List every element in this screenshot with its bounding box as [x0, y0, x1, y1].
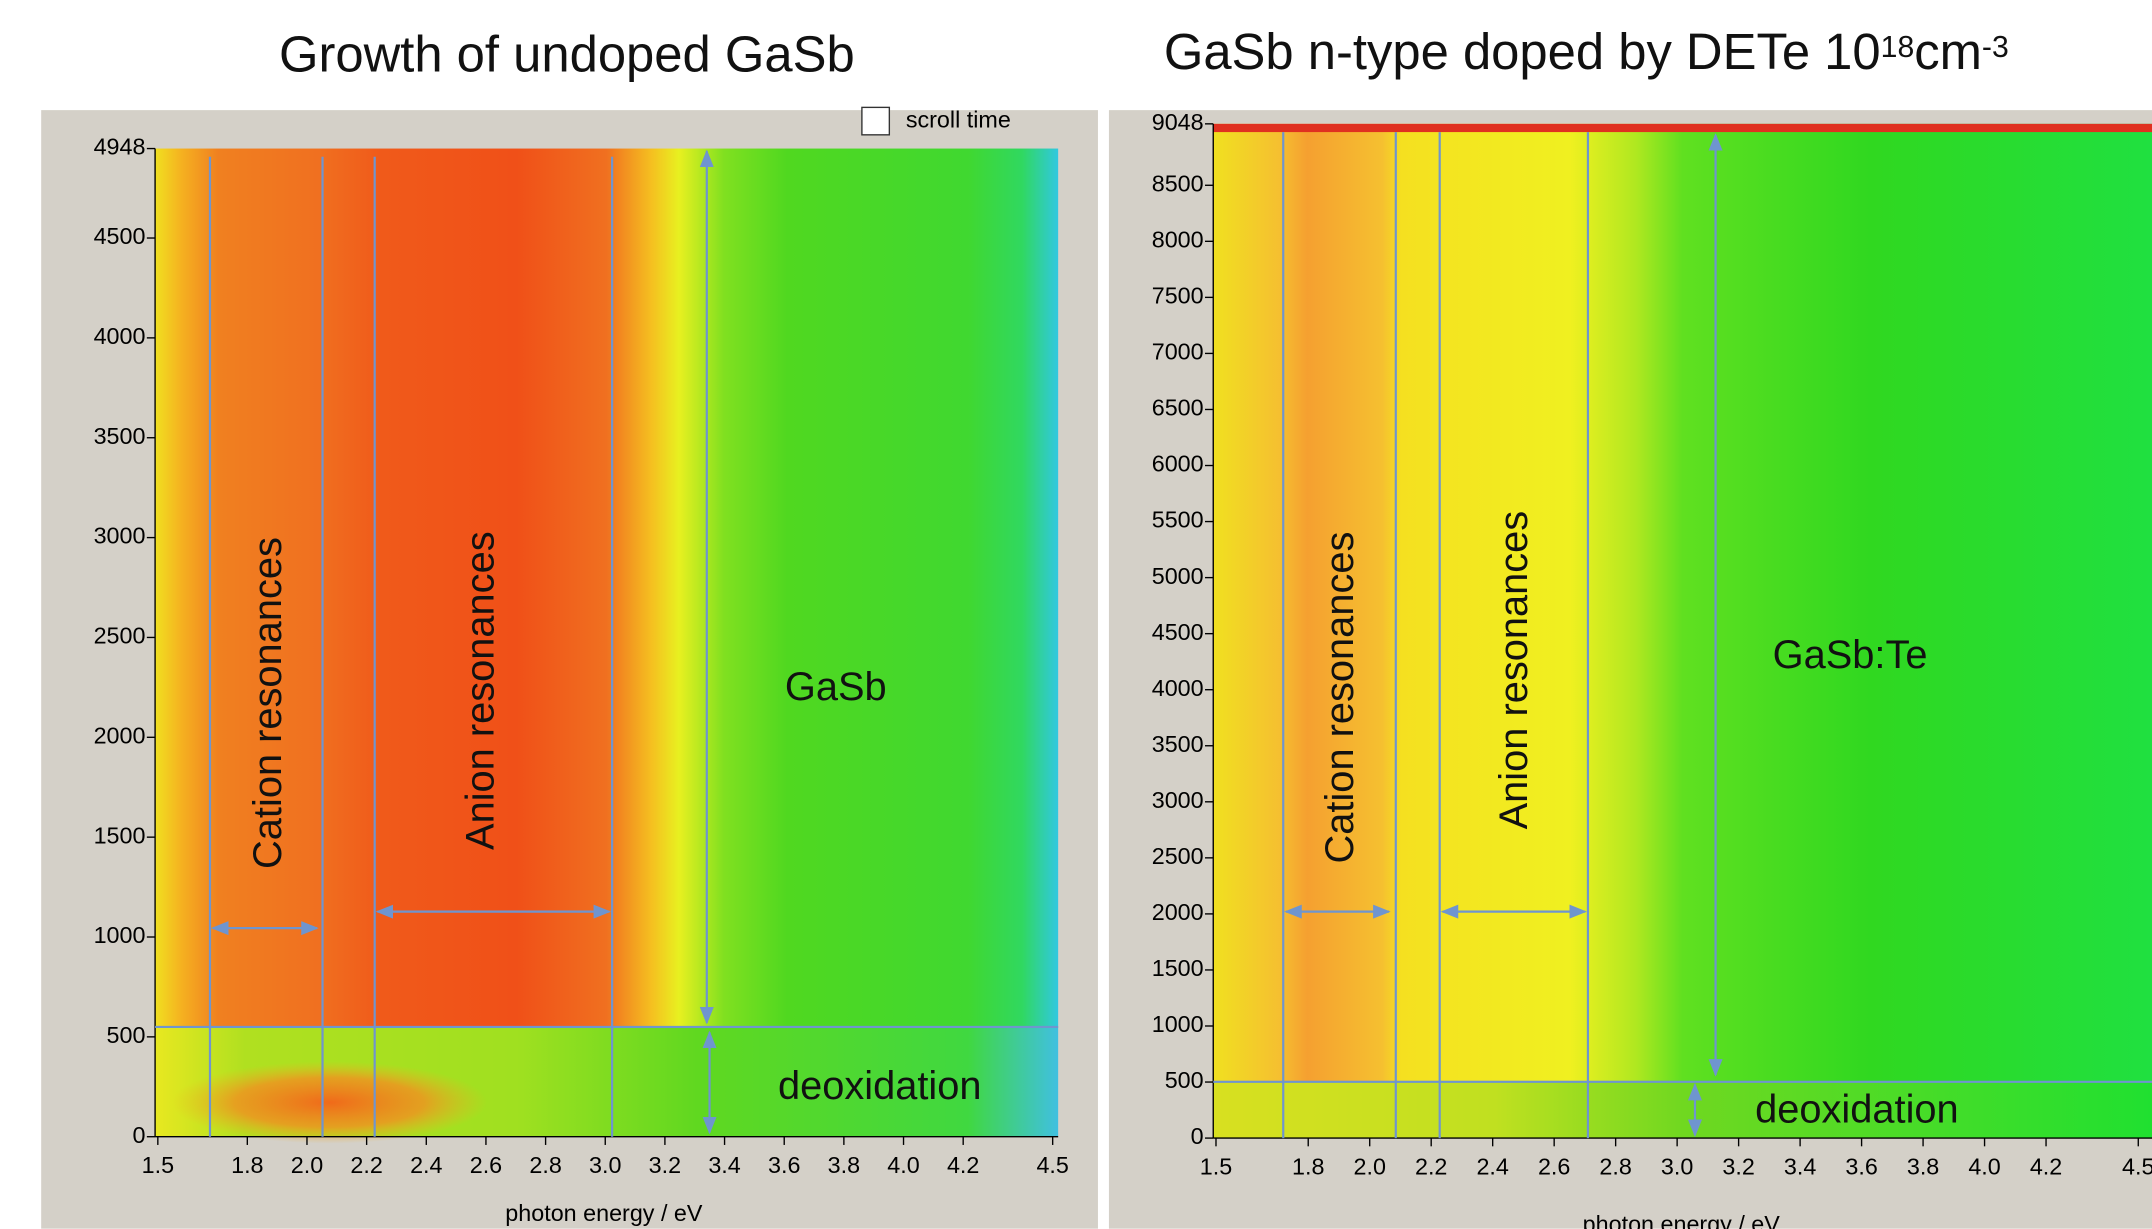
x-tick-label: 3.8	[1907, 1153, 1939, 1179]
y-tick-label: 4948	[94, 134, 146, 160]
y-tick-label: 1000	[1152, 1011, 1204, 1037]
y-tick-label: 7000	[1152, 339, 1204, 365]
x-tick-label: 2.8	[529, 1152, 561, 1178]
y-tick-label: 9048	[1152, 109, 1204, 135]
x-tick-label: 1.8	[231, 1152, 263, 1178]
x-tick-label: 2.0	[1353, 1153, 1385, 1179]
scroll-box	[861, 106, 891, 136]
x-tick-label: 4.0	[887, 1152, 919, 1178]
annotation: Cation resonances	[1318, 532, 1362, 864]
y-tick-label: 5000	[1152, 563, 1204, 589]
annotation: Anion resonances	[1492, 511, 1536, 830]
y-tick-label: 2500	[1152, 843, 1204, 869]
y-tick-label: 8500	[1152, 170, 1204, 196]
y-tick-label: 4500	[1152, 619, 1204, 645]
heatmap-top	[1213, 123, 2152, 1082]
x-tick-label: 2.2	[350, 1152, 382, 1178]
x-tick-label: 2.4	[410, 1152, 442, 1178]
annotation: GaSb	[785, 665, 887, 709]
title-superscript: -3	[1982, 31, 2009, 64]
x-tick-label: 2.2	[1415, 1153, 1447, 1179]
y-tick-label: 4500	[94, 223, 146, 249]
y-tick-label: 1000	[94, 922, 146, 948]
x-tick-label: 3.0	[589, 1152, 621, 1178]
y-tick-label: 500	[107, 1022, 146, 1048]
x-tick-label: 1.8	[1292, 1153, 1324, 1179]
annotation: deoxidation	[778, 1064, 982, 1108]
x-tick-label: 4.2	[947, 1152, 979, 1178]
x-tick-label: 1.5	[1200, 1153, 1232, 1179]
x-tick-label: 4.5	[1036, 1152, 1068, 1178]
y-tick-label: 3000	[94, 523, 146, 549]
x-axis-label: photon energy / eV	[1583, 1211, 1781, 1229]
annotation: GaSb:Te	[1773, 633, 1928, 677]
x-tick-label: 3.6	[768, 1152, 800, 1178]
x-tick-label: 3.8	[828, 1152, 860, 1178]
y-tick-label: 7500	[1152, 283, 1204, 309]
x-axis-label: photon energy / eV	[505, 1200, 703, 1226]
y-tick-label: 1500	[94, 822, 146, 848]
x-tick-label: 4.5	[2122, 1153, 2152, 1179]
title-text: GaSb n-type doped by DETe 10	[1164, 23, 1881, 80]
y-tick-label: 2000	[94, 722, 146, 748]
annotation: Cation resonances	[246, 537, 290, 869]
annotation: deoxidation	[1755, 1088, 1959, 1132]
heatmap-bottom	[1213, 1081, 2152, 1139]
y-tick-label: 4000	[94, 323, 146, 349]
chart-title: Growth of undoped GaSb	[279, 26, 855, 83]
x-tick-label: 3.0	[1661, 1153, 1693, 1179]
x-tick-label: 2.4	[1476, 1153, 1508, 1179]
y-tick-label: 6000	[1152, 451, 1204, 477]
y-tick-label: 3000	[1152, 787, 1204, 813]
x-tick-label: 3.4	[1784, 1153, 1816, 1179]
y-tick-label: 2000	[1152, 899, 1204, 925]
y-tick-label: 5500	[1152, 507, 1204, 533]
x-tick-label: 2.0	[291, 1152, 323, 1178]
annotation: Anion resonances	[459, 531, 503, 850]
x-tick-label: 2.6	[1538, 1153, 1570, 1179]
x-tick-label: 3.2	[649, 1152, 681, 1178]
heatmap-blob	[171, 1061, 488, 1144]
title-text: Growth of undoped GaSb	[279, 26, 855, 83]
y-tick-label: 6500	[1152, 395, 1204, 421]
y-tick-label: 2500	[94, 623, 146, 649]
chart-title: GaSb n-type doped by DETe 1018cm-3	[1164, 23, 2009, 80]
y-tick-label: 3500	[94, 423, 146, 449]
x-tick-label: 1.5	[142, 1152, 174, 1178]
x-tick-label: 2.6	[470, 1152, 502, 1178]
title-text: cm	[1914, 23, 1982, 80]
y-tick-label: 0	[1191, 1123, 1204, 1149]
y-tick-label: 0	[132, 1122, 145, 1148]
x-tick-label: 4.0	[1968, 1153, 2000, 1179]
panel: 0 500 1000 1500 2000 2500 3000 3500 4000 4500 5000…	[1108, 23, 2152, 1229]
x-tick-label: 3.4	[708, 1152, 740, 1178]
heatmap-edge	[1213, 123, 2152, 133]
y-tick-label: 3500	[1152, 731, 1204, 757]
x-tick-label: 3.6	[1845, 1153, 1877, 1179]
title-superscript: 18	[1881, 31, 1915, 64]
y-tick-label: 4000	[1152, 675, 1204, 701]
y-tick-label: 500	[1165, 1067, 1204, 1093]
y-tick-label: 8000	[1152, 226, 1204, 252]
scroll-label: scroll time	[906, 106, 1011, 132]
x-tick-label: 2.8	[1599, 1153, 1631, 1179]
panel: 0 500 1000 1500 2000 2500 3000 3500 4000 4500 4948…	[41, 26, 1098, 1229]
heatmap-top	[155, 148, 1059, 1027]
x-tick-label: 3.2	[1722, 1153, 1754, 1179]
x-tick-label: 4.2	[2030, 1153, 2062, 1179]
y-tick-label: 1500	[1152, 955, 1204, 981]
